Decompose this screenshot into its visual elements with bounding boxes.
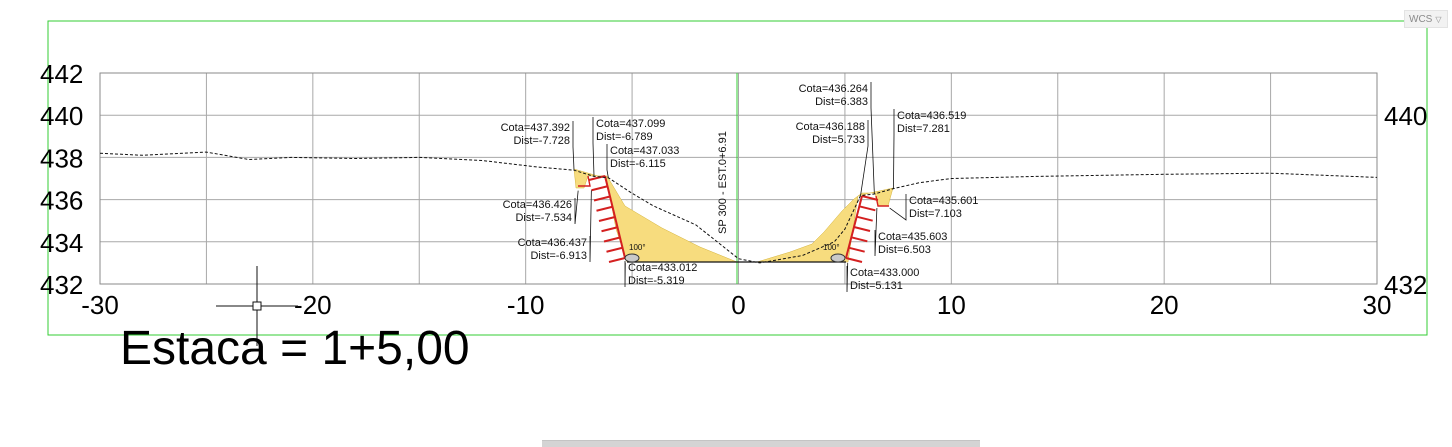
chevron-down-icon: ▽	[1435, 15, 1441, 24]
right-gutter-icon	[831, 254, 845, 262]
x-tick-label: 0	[731, 290, 745, 320]
slope-hatch-mark	[607, 248, 623, 252]
left-cut-region	[574, 169, 737, 262]
annotation-cota: Cota=435.603	[878, 231, 947, 243]
slope-hatch-mark	[857, 217, 873, 221]
slope-hatch-mark	[859, 206, 875, 210]
slope-hatch-mark	[592, 186, 608, 190]
annotation-leader	[871, 82, 874, 194]
annotation-leader	[593, 117, 594, 176]
annotation-dist: Dist=-6.913	[530, 250, 587, 262]
y-tick-label-left: 440	[40, 101, 83, 131]
annotation-cota: Cota=436.519	[897, 110, 966, 122]
annotation-cota: Cota=436.188	[796, 121, 865, 133]
annotation-dist: Dist=6.383	[815, 96, 868, 108]
y-tick-label-right: 440	[1384, 101, 1427, 131]
left-angle-label: 100°	[629, 243, 646, 252]
x-tick-label: -10	[507, 290, 545, 320]
annotation-cota: Cota=437.033	[610, 145, 679, 157]
wcs-menu[interactable]: WCS▽	[1404, 10, 1448, 28]
left-gutter-icon	[625, 254, 639, 262]
annotation-leader	[847, 263, 848, 292]
annotation-cota: Cota=436.264	[799, 83, 868, 95]
slope-hatch-mark	[854, 227, 870, 231]
annotation-dist: Dist=7.281	[897, 123, 950, 135]
slope-hatch-mark	[849, 248, 865, 252]
annotation-cota: Cota=435.601	[909, 195, 978, 207]
slope-hatch-mark	[604, 238, 620, 242]
y-tick-label-left: 442	[40, 59, 83, 89]
annotation-cota: Cota=436.426	[503, 199, 572, 211]
annotation-dist: Dist=-5.319	[628, 275, 685, 287]
section-grid	[100, 73, 1377, 284]
y-tick-label-left: 434	[40, 228, 83, 258]
slope-hatch-mark	[589, 176, 605, 180]
x-tick-label: 20	[1150, 290, 1179, 320]
annotation-cota: Cota=437.099	[596, 118, 665, 130]
slope-hatch-mark	[851, 237, 867, 241]
x-tick-label: -20	[294, 290, 332, 320]
slope-hatch-mark	[599, 217, 615, 221]
annotation-dist: Dist=6.503	[878, 244, 931, 256]
annotations: Cota=437.392Dist=-7.728Cota=437.099Dist=…	[501, 82, 979, 292]
y-tick-label-left: 436	[40, 186, 83, 216]
x-tick-label: -30	[81, 290, 119, 320]
y-tick-label-left: 438	[40, 143, 83, 173]
annotation-leader	[607, 144, 608, 178]
y-tick-label-right: 432	[1384, 270, 1427, 300]
slope-hatch-mark	[602, 227, 618, 231]
right-angle-label: 100°	[823, 243, 840, 252]
slope-hatch-mark	[609, 258, 625, 262]
annotation-dist: Dist=-7.728	[513, 135, 570, 147]
annotation-dist: Dist=-6.115	[610, 158, 666, 170]
annotation-cota: Cota=437.392	[501, 122, 570, 134]
annotation-leader	[893, 109, 894, 189]
annotation-dist: Dist=5.733	[812, 134, 865, 146]
annotation-dist: Dist=-6.789	[596, 131, 653, 143]
x-tick-label: 10	[937, 290, 966, 320]
annotation-leader	[590, 190, 591, 262]
annotation-dist: Dist=7.103	[909, 208, 962, 220]
annotation-leader	[573, 121, 574, 170]
center-line-label: SP 300 - EST.0+6.91	[717, 131, 729, 234]
wcs-label: WCS	[1409, 14, 1432, 25]
annotation-cota: Cota=433.000	[850, 267, 919, 279]
annotation-dist: Dist=-7.534	[515, 212, 572, 224]
y-tick-label-left: 432	[40, 270, 83, 300]
annotation-cota: Cota=436.437	[518, 237, 587, 249]
annotation-leader	[875, 208, 877, 256]
annotation-leader	[575, 191, 578, 224]
station-caption: Estaca = 1+5,00	[120, 322, 470, 375]
slope-hatch-mark	[597, 207, 613, 211]
annotation-leader	[890, 194, 906, 220]
annotation-dist: Dist=5.131	[850, 280, 903, 292]
annotation-cota: Cota=433.012	[628, 262, 697, 274]
